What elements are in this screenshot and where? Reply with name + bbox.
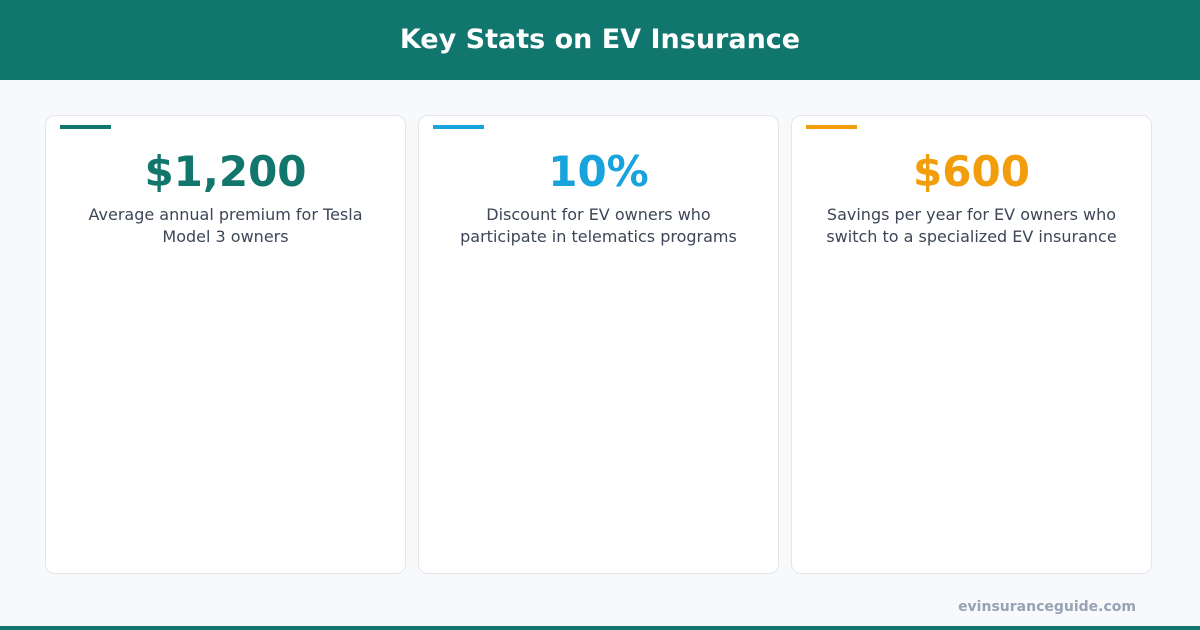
stat-value: 10%: [548, 147, 649, 196]
accent-bar: [433, 125, 484, 129]
page-title: Key Stats on EV Insurance: [399, 24, 801, 55]
stat-value: $1,200: [144, 147, 307, 196]
header: Key Stats on EV Insurance: [0, 0, 1200, 80]
source: evinsuranceguide.com: [958, 599, 1136, 615]
accent-bar: [60, 125, 111, 129]
stat-description: Average annual premium for Tesla Model 3…: [88, 205, 363, 246]
stat-card: $1,200 Average annual premium for Tesla M…: [45, 115, 406, 574]
stat-description: Savings per year for EV owners who switc…: [826, 205, 1117, 246]
stat-card: 10% Discount for EV owners who participat…: [418, 115, 779, 574]
stat-card: $600 Savings per year for EV owners who s…: [791, 115, 1152, 574]
stat-value: $600: [913, 147, 1030, 196]
bottom-strip: [0, 626, 1200, 630]
accent-bar: [806, 125, 857, 129]
stat-description: Discount for EV owners who participate i…: [460, 205, 737, 246]
